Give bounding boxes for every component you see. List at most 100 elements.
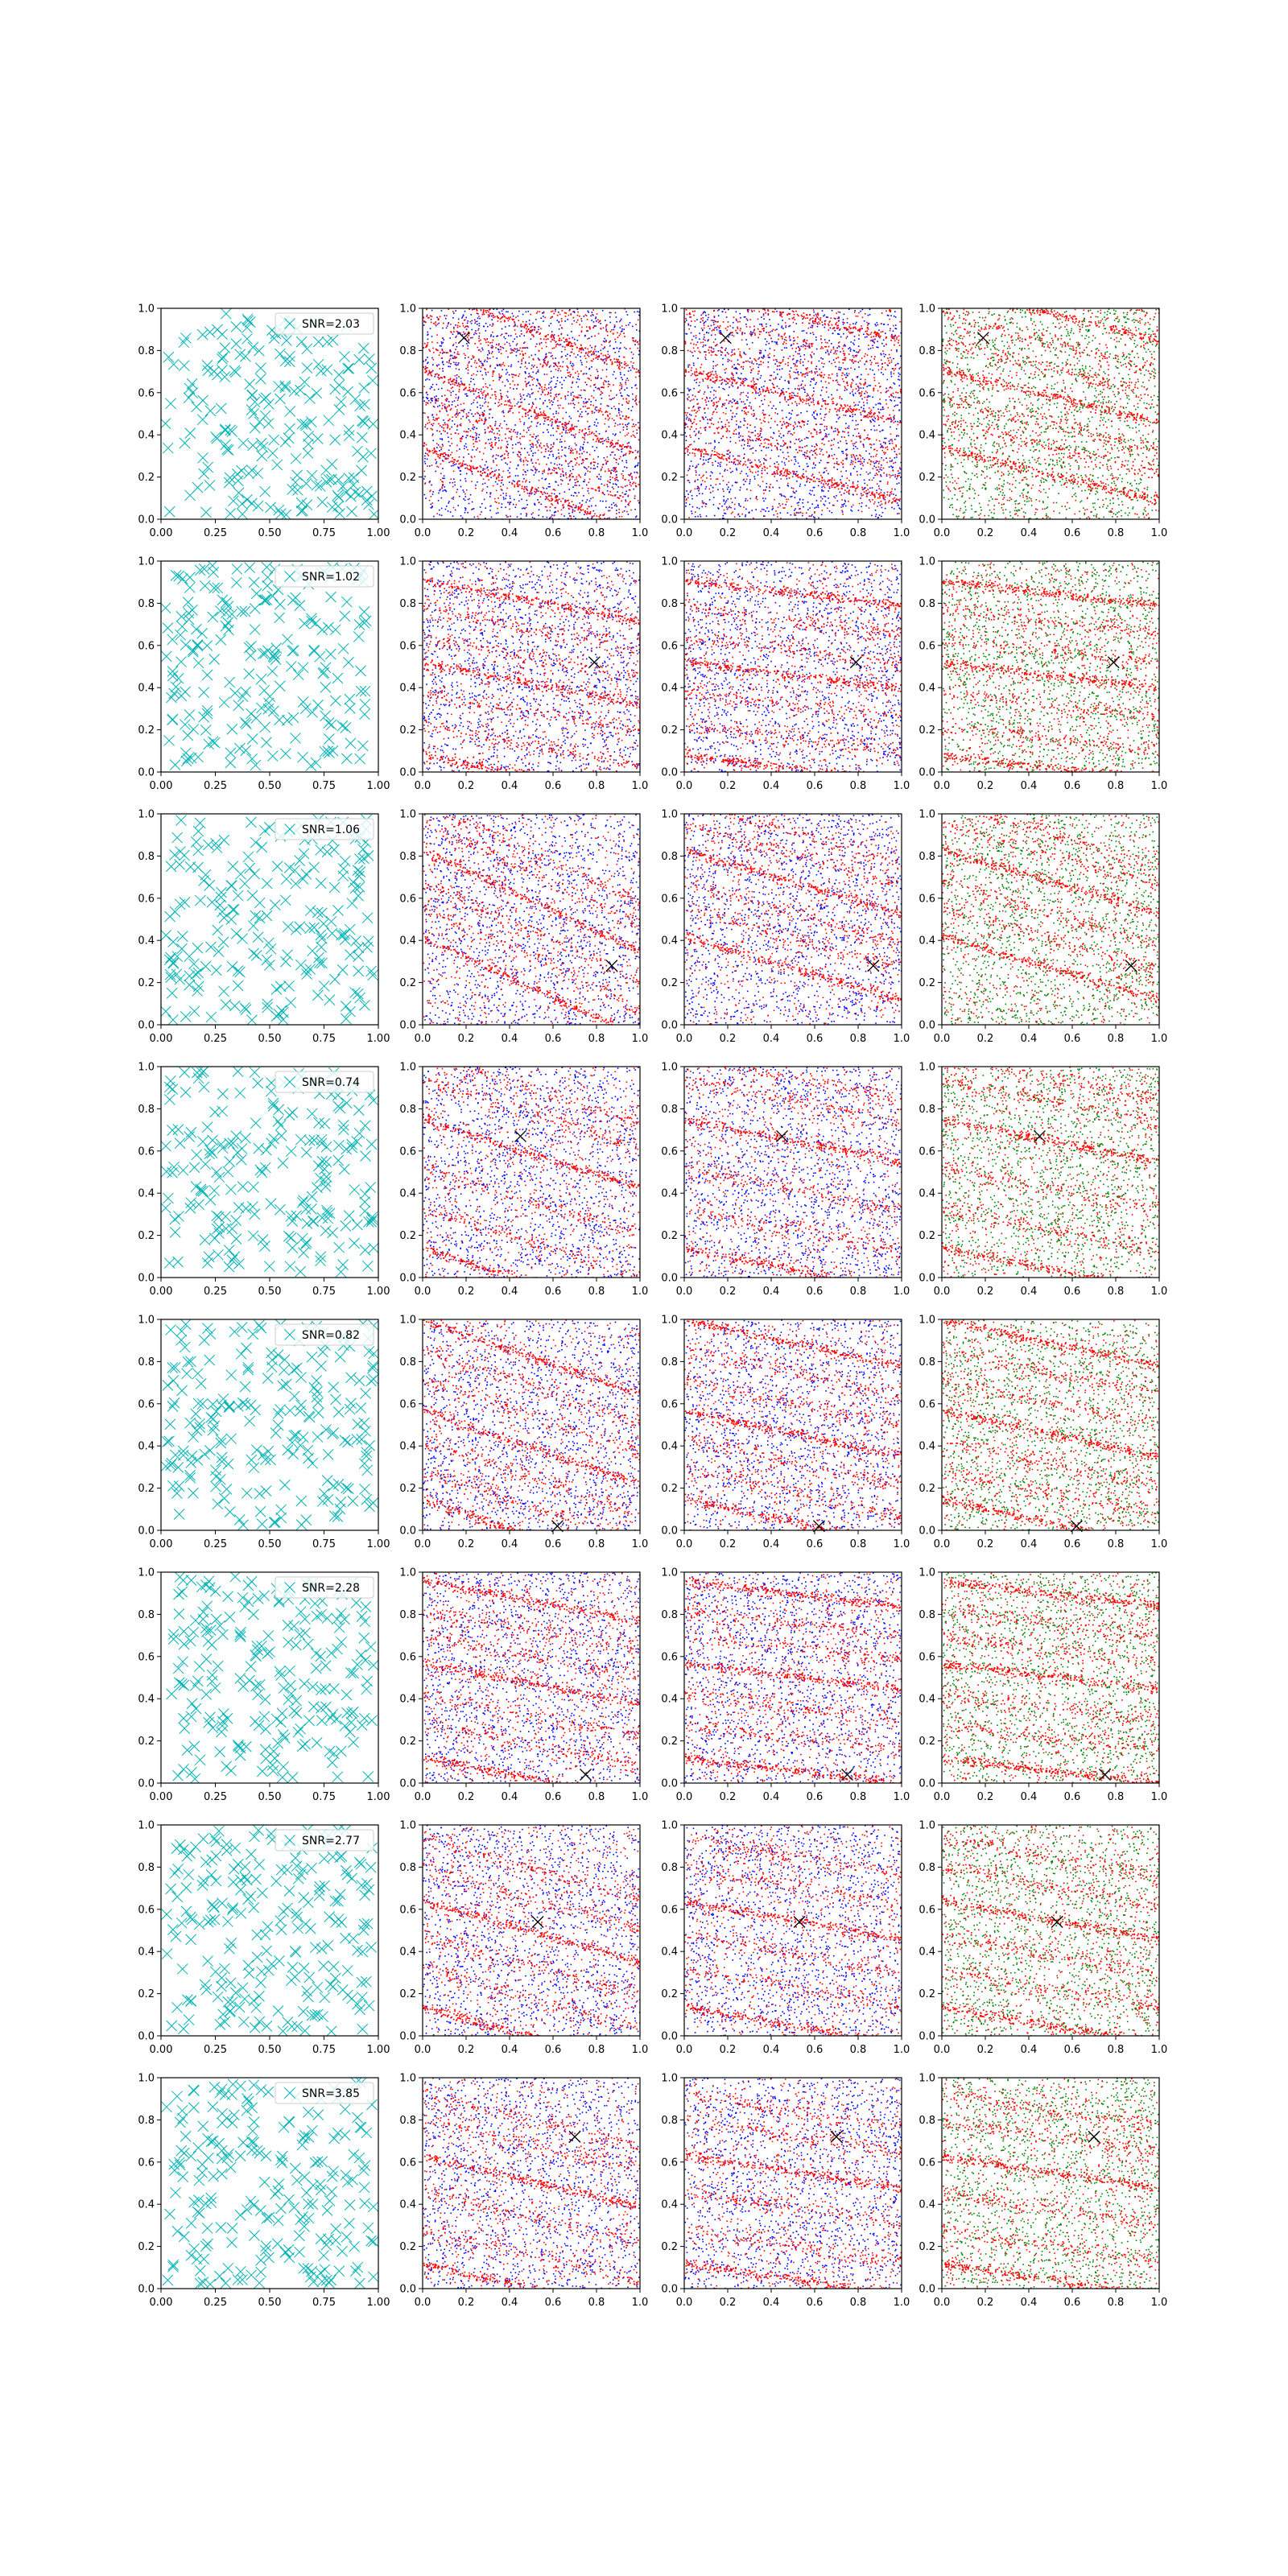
signal-point bbox=[448, 454, 449, 456]
signal-point bbox=[590, 380, 592, 382]
noise-point bbox=[886, 457, 887, 459]
noise-point bbox=[465, 444, 467, 445]
band-point bbox=[622, 444, 624, 446]
signal-point bbox=[578, 394, 580, 396]
noise-point bbox=[717, 350, 719, 352]
band-point bbox=[543, 469, 545, 471]
noise-point bbox=[721, 312, 723, 313]
noise-point bbox=[736, 433, 737, 435]
noise-point bbox=[777, 448, 778, 449]
noise-point bbox=[424, 458, 426, 460]
noise-point bbox=[737, 401, 738, 402]
noise-point bbox=[790, 446, 791, 448]
noise-point bbox=[789, 412, 791, 414]
noise-point bbox=[899, 473, 901, 474]
band-point bbox=[584, 433, 585, 435]
noise-point bbox=[480, 407, 481, 409]
band-point bbox=[462, 464, 464, 465]
band-point bbox=[511, 406, 513, 407]
noise-point bbox=[622, 470, 624, 472]
noise-point bbox=[516, 336, 518, 338]
signal-point bbox=[591, 360, 592, 361]
noise-point bbox=[427, 339, 429, 341]
signal-point bbox=[575, 448, 576, 450]
noise-point bbox=[722, 388, 724, 390]
signal-point bbox=[511, 350, 513, 352]
noise-point bbox=[477, 324, 478, 325]
noise-point bbox=[743, 352, 745, 353]
signal-point bbox=[608, 470, 609, 472]
noise-point bbox=[427, 361, 429, 363]
signal-point bbox=[440, 479, 442, 481]
noise-point bbox=[518, 501, 520, 502]
band-point bbox=[477, 310, 478, 312]
band-point bbox=[475, 441, 477, 443]
noise-point bbox=[480, 370, 481, 372]
band-point bbox=[605, 380, 606, 382]
signal-point bbox=[546, 356, 547, 357]
band-point bbox=[538, 490, 539, 492]
signal-point bbox=[532, 512, 534, 514]
band-point bbox=[622, 492, 624, 493]
row-0-col-0-y-tick-label: 0.4 bbox=[138, 430, 155, 442]
band-point bbox=[430, 372, 431, 374]
noise-point bbox=[506, 441, 508, 443]
band-point bbox=[526, 328, 527, 330]
band-point bbox=[458, 433, 460, 435]
x-marker bbox=[337, 481, 348, 492]
x-marker bbox=[208, 366, 219, 377]
noise-point bbox=[485, 429, 486, 431]
band-point bbox=[599, 389, 601, 390]
signal-point bbox=[551, 389, 553, 390]
noise-point bbox=[696, 399, 698, 401]
signal-point bbox=[577, 371, 579, 373]
noise-point bbox=[899, 374, 901, 375]
band-point bbox=[470, 466, 472, 468]
signal-point bbox=[635, 377, 637, 378]
noise-point bbox=[611, 504, 613, 506]
noise-point bbox=[707, 419, 708, 421]
noise-point bbox=[812, 468, 814, 469]
noise-point bbox=[439, 510, 440, 511]
band-point bbox=[565, 428, 567, 430]
signal-point bbox=[604, 423, 605, 425]
noise-point bbox=[749, 483, 750, 485]
noise-point bbox=[777, 424, 778, 426]
noise-point bbox=[687, 333, 688, 335]
signal-point bbox=[496, 502, 497, 503]
band-point bbox=[496, 454, 497, 456]
noise-point bbox=[686, 490, 687, 492]
noise-point bbox=[535, 472, 537, 473]
x-marker bbox=[260, 486, 270, 497]
noise-point bbox=[846, 373, 848, 374]
band-point bbox=[633, 341, 634, 342]
noise-point bbox=[726, 316, 728, 318]
noise-point bbox=[464, 491, 465, 493]
band-point bbox=[506, 447, 508, 448]
noise-point bbox=[840, 479, 841, 481]
band-point bbox=[541, 492, 543, 493]
signal-point bbox=[555, 507, 556, 509]
band-point bbox=[498, 345, 500, 346]
band-point bbox=[593, 515, 595, 517]
band-point bbox=[488, 345, 489, 346]
noise-point bbox=[634, 344, 636, 345]
noise-point bbox=[771, 391, 773, 393]
x-marker bbox=[248, 342, 258, 353]
signal-point bbox=[619, 516, 621, 518]
noise-point bbox=[863, 444, 865, 446]
noise-point bbox=[519, 494, 521, 496]
band-point bbox=[556, 472, 558, 473]
band-point bbox=[551, 495, 552, 497]
signal-point bbox=[491, 468, 493, 469]
noise-point bbox=[813, 416, 815, 418]
band-point bbox=[476, 388, 477, 390]
noise-point bbox=[466, 343, 468, 345]
signal-point bbox=[597, 319, 599, 320]
noise-point bbox=[744, 444, 745, 446]
noise-point bbox=[507, 470, 509, 472]
noise-point bbox=[856, 352, 857, 353]
band-point bbox=[504, 316, 506, 318]
noise-point bbox=[458, 382, 460, 384]
row-0-col-1-y-tick-label: 0.8 bbox=[399, 345, 416, 357]
